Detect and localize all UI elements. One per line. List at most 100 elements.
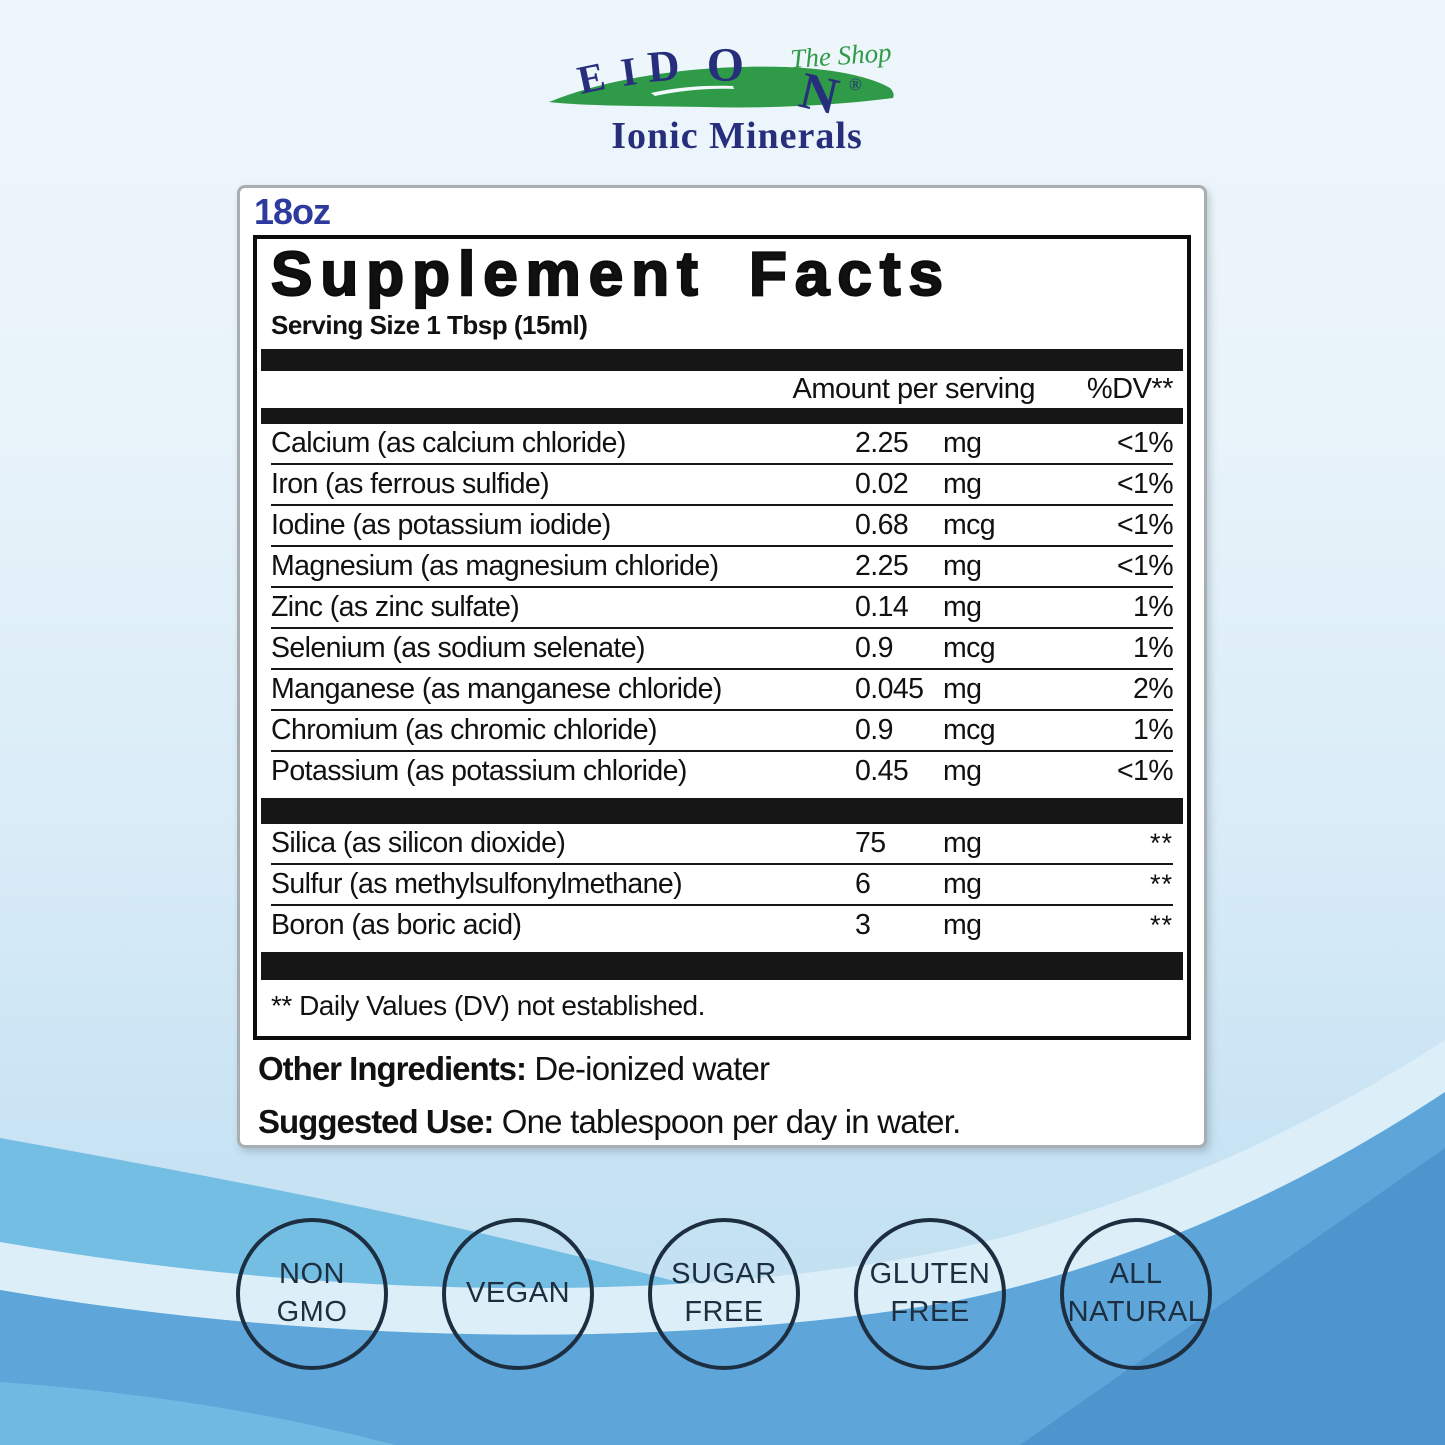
claim-badge: VEGAN — [442, 1218, 594, 1370]
mineral-dv: ** — [1149, 828, 1173, 859]
mineral-row: Manganese (as manganese chloride) 0.045 … — [271, 668, 1174, 709]
mineral-unit: mg — [943, 673, 982, 706]
mineral-dv: 2% — [1133, 673, 1174, 706]
amount-header: Amount per serving — [792, 373, 1036, 406]
mineral-row: Potassium (as potassium chloride) 0.45 m… — [271, 750, 1174, 791]
mineral-name: Iodine (as potassium iodide) — [271, 509, 611, 542]
badge-text: GLUTEN — [869, 1258, 991, 1291]
mineral-unit: mcg — [943, 632, 996, 665]
other-ingredients-line: Other Ingredients: De-ionized water — [258, 1046, 1186, 1093]
separator-bar — [261, 349, 1183, 372]
mineral-amount: 0.045 — [855, 673, 924, 706]
mineral-rows: Calcium (as calcium chloride) 2.25 mg <1… — [257, 424, 1187, 791]
mineral-amount: 0.14 — [855, 591, 909, 624]
mineral-amount: 2.25 — [855, 427, 909, 460]
mineral-amount: 0.9 — [855, 632, 893, 665]
wave-shape-corner-right — [1020, 1148, 1445, 1445]
mineral-unit: mcg — [943, 509, 996, 542]
other-mineral-rows: Silica (as silicon dioxide) 75 mg ** Sul… — [257, 824, 1187, 945]
mineral-dv: 1% — [1133, 591, 1174, 624]
badge-text: FREE — [890, 1296, 970, 1328]
mineral-name: Manganese (as manganese chloride) — [271, 673, 722, 706]
mineral-row: Iodine (as potassium iodide) 0.68 mcg <1… — [271, 504, 1174, 545]
separator-bar — [261, 798, 1183, 825]
suggested-use-label: Suggested Use: — [258, 1103, 494, 1141]
badge-text: SUGAR — [671, 1258, 777, 1291]
mineral-dv: ** — [1149, 910, 1173, 941]
mineral-dv: <1% — [1116, 509, 1174, 542]
serving-size: Serving Size 1 Tbsp (15ml) — [271, 310, 588, 341]
brand-letter: D — [646, 40, 682, 92]
claim-badge: GLUTEN FREE — [854, 1218, 1006, 1370]
mineral-name: Boron (as boric acid) — [271, 909, 522, 942]
mineral-amount: 2.25 — [855, 550, 909, 583]
mineral-amount: 75 — [855, 827, 886, 860]
mineral-unit: mg — [943, 868, 982, 901]
mineral-name: Selenium (as sodium selenate) — [271, 632, 645, 665]
mineral-name: Calcium (as calcium chloride) — [271, 427, 626, 460]
claim-badge: SUGAR FREE — [648, 1218, 800, 1370]
separator-bar — [261, 952, 1183, 981]
dv-header: %DV** — [1086, 373, 1174, 406]
mineral-dv: <1% — [1116, 550, 1174, 583]
mineral-dv: <1% — [1116, 468, 1174, 501]
badge-text: GMO — [276, 1296, 348, 1328]
mineral-name: Iron (as ferrous sulfide) — [271, 468, 550, 501]
other-mineral-row: Sulfur (as methylsulfonylmethane) 6 mg *… — [271, 863, 1173, 904]
mineral-row: Magnesium (as magnesium chloride) 2.25 m… — [271, 545, 1174, 586]
mineral-amount: 6 — [855, 868, 871, 901]
mineral-row: Zinc (as zinc sulfate) 0.14 mg 1% — [271, 586, 1174, 627]
claim-badges: NON GMO VEGAN SUGAR FREE GLUTEN FREE ALL… — [236, 1218, 1212, 1370]
mineral-row: Iron (as ferrous sulfide) 0.02 mg <1% — [271, 463, 1174, 504]
mineral-name: Chromium (as chromic chloride) — [271, 714, 657, 747]
mineral-row: Chromium (as chromic chloride) 0.9 mcg 1… — [271, 709, 1174, 750]
brand-logo: E I D O N The Shop ® — [537, 28, 937, 168]
wave-shape-lower — [0, 1092, 1445, 1445]
registered-trademark-icon: ® — [849, 75, 862, 94]
badge-text: NATURAL — [1067, 1296, 1205, 1328]
suggested-use-line: Suggested Use: One tablespoon per day in… — [258, 1099, 1186, 1146]
mineral-unit: mg — [943, 550, 982, 583]
other-mineral-row: Silica (as silicon dioxide) 75 mg ** — [271, 824, 1173, 863]
suggested-use-value: One tablespoon per day in water. — [493, 1103, 962, 1141]
dv-footnote: ** Daily Values (DV) not established. — [271, 990, 705, 1022]
claim-badge: NON GMO — [236, 1218, 388, 1370]
mineral-unit: mg — [943, 468, 982, 501]
brand-tagline: The Shop — [789, 37, 892, 74]
mineral-amount: 0.68 — [855, 509, 909, 542]
claim-badge: ALL NATURAL — [1060, 1218, 1212, 1370]
mineral-unit: mg — [943, 591, 982, 624]
mineral-dv: 1% — [1133, 714, 1174, 747]
mineral-row: Selenium (as sodium selenate) 0.9 mcg 1% — [271, 627, 1174, 668]
wave-shape-corner-left — [0, 1382, 395, 1445]
mineral-dv: <1% — [1116, 755, 1174, 788]
mineral-amount: 3 — [855, 909, 871, 942]
brand-letter: O — [706, 38, 744, 92]
other-ingredients-label: Other Ingredients: — [258, 1050, 527, 1088]
badge-text: ALL — [1109, 1258, 1163, 1291]
mineral-name: Magnesium (as magnesium chloride) — [271, 550, 719, 583]
mineral-unit: mg — [943, 427, 982, 460]
mineral-unit: mcg — [943, 714, 996, 747]
mineral-unit: mg — [943, 755, 982, 788]
supplement-panel: 18oz Supplement Facts Serving Size 1 Tbs… — [237, 185, 1207, 1148]
badge-text: FREE — [684, 1296, 764, 1328]
size-label: 18oz — [254, 191, 331, 232]
brand-wave-slit — [651, 85, 734, 96]
brand-subtitle: Ionic Minerals — [611, 115, 863, 157]
mineral-dv: <1% — [1116, 427, 1174, 460]
mineral-name: Sulfur (as methylsulfonylmethane) — [271, 868, 683, 901]
mineral-unit: mg — [943, 909, 982, 942]
supplement-facts-table: Supplement Facts Serving Size 1 Tbsp (15… — [253, 235, 1191, 1041]
other-mineral-row: Boron (as boric acid) 3 mg ** — [271, 904, 1173, 945]
mineral-dv: 1% — [1133, 632, 1174, 665]
badge-text: NON — [279, 1258, 345, 1291]
mineral-amount: 0.9 — [855, 714, 893, 747]
separator-bar — [261, 408, 1183, 425]
mineral-unit: mg — [943, 827, 982, 860]
other-ingredients-value: De-ionized water — [526, 1050, 770, 1088]
facts-title: Supplement Facts — [270, 240, 951, 309]
mineral-amount: 0.02 — [855, 468, 909, 501]
mineral-amount: 0.45 — [855, 755, 909, 788]
